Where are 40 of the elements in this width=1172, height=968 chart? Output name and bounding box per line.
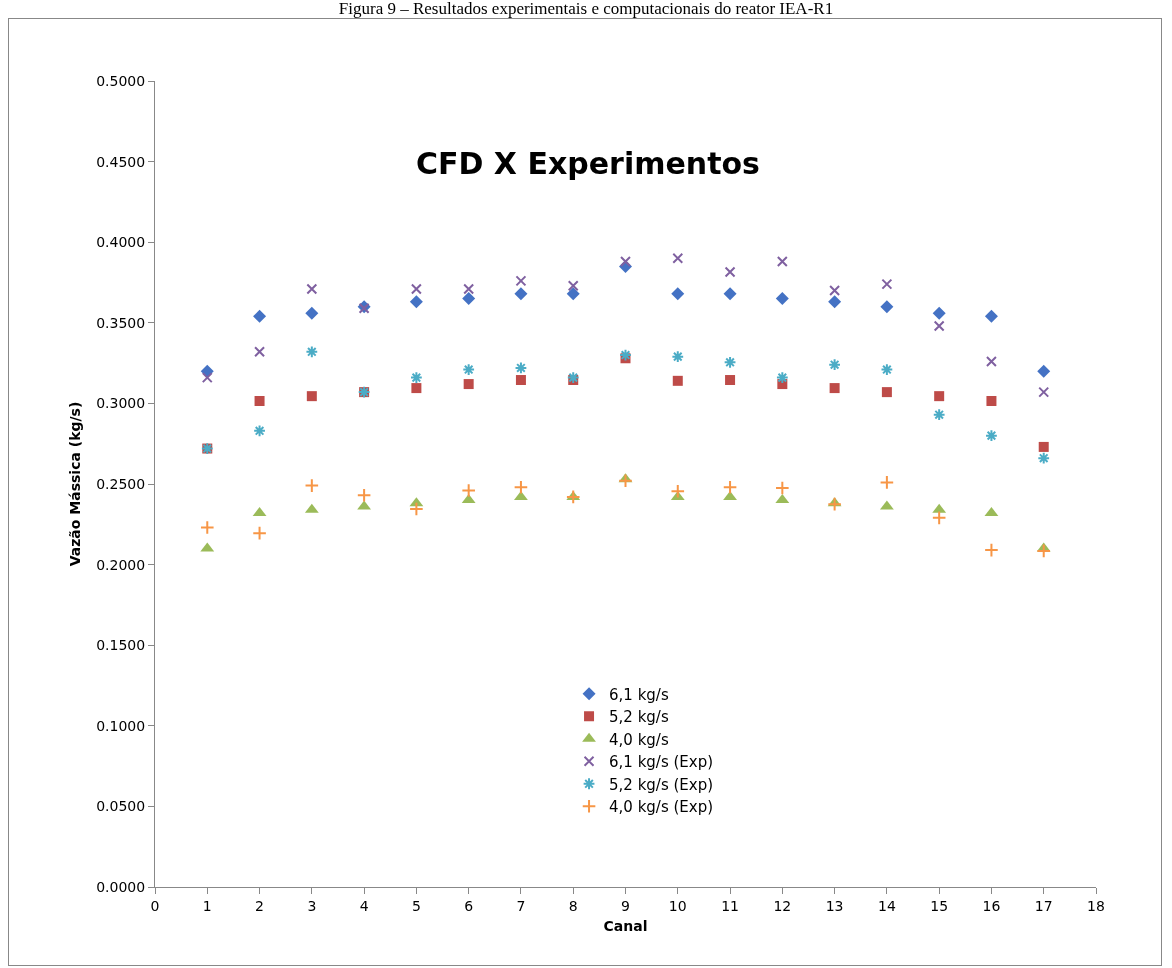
x-tick-label: 6 [464,897,474,914]
x-tick-label: 2 [255,897,265,914]
x-tick-label: 0 [150,897,160,914]
x-tick-label: 13 [825,897,844,914]
y-tick-label: 0.2000 [96,556,146,573]
x-tick-label: 5 [411,897,421,914]
x-tick-label: 3 [307,897,317,914]
y-tick-label: 0.5000 [96,72,146,89]
x-tick-label: 11 [721,897,739,914]
x-tick-label: 12 [773,897,792,914]
y-tick-label: 0.0500 [96,798,146,815]
legend-label: 4,0 kg/s (Exp) [609,798,714,817]
x-tick-label: 9 [621,897,630,914]
legend-label: 5,2 kg/s [609,708,669,727]
x-tick-label: 16 [982,897,1001,914]
y-tick-label: 0.0000 [96,878,146,895]
y-tick-label: 0.1000 [96,717,146,734]
legend-label: 6,1 kg/s (Exp) [609,753,714,772]
x-tick-label: 17 [1034,897,1053,914]
x-tick-label: 8 [568,897,578,914]
x-tick-label: 7 [516,897,526,914]
x-tick-label: 10 [668,897,687,914]
y-tick-label: 0.1500 [96,637,146,654]
x-tick-label: 14 [877,897,896,914]
y-tick-label: 0.2500 [96,475,146,492]
text: Figura 9 – Resultados experimentais e computacionais do reator IEA-R1 [0,0,1172,18]
y-tick-label: 0.4000 [96,234,146,251]
y-axis-title: Vazão Mássica (kg/s) [66,401,83,567]
y-tick-label: 0.3500 [96,314,146,331]
text: CFD X Experimentos [416,146,760,181]
y-tick-label: 0.4500 [96,153,146,170]
legend-label: 4,0 kg/s [609,730,669,749]
legend-label: 5,2 kg/s (Exp) [609,775,714,794]
x-tick-label: 1 [202,897,212,914]
x-tick-label: 18 [1087,897,1105,914]
x-tick-label: 15 [930,897,949,914]
legend-label: 6,1 kg/s [609,685,669,704]
x-tick-label: 4 [359,897,369,914]
x-axis-title: Canal [603,918,648,935]
y-tick-label: 0.3000 [96,395,146,412]
